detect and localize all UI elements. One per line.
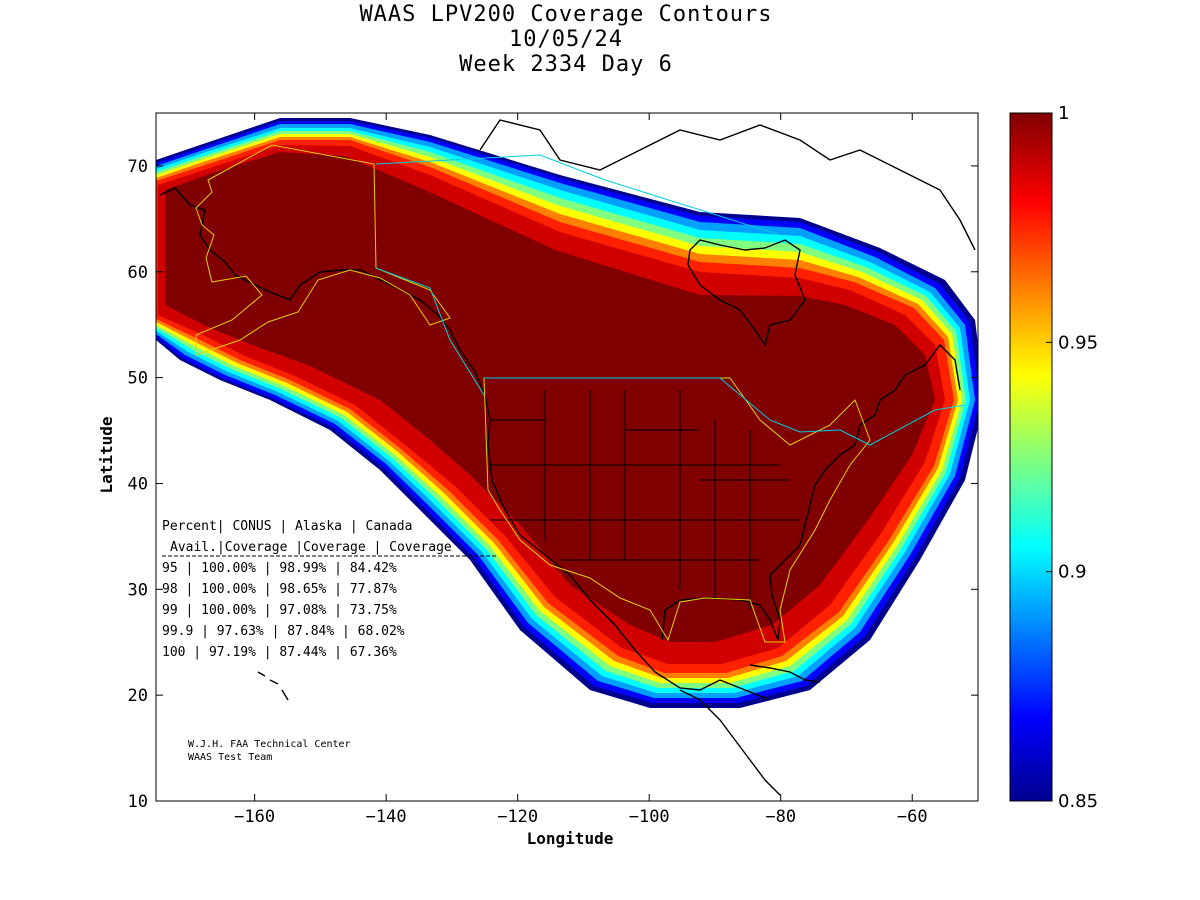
x-tick-label: −140 bbox=[366, 807, 407, 827]
conus-region-outline bbox=[483, 377, 871, 643]
y-tick-label: 60 bbox=[128, 263, 148, 283]
canada-region-outline bbox=[375, 154, 966, 446]
colorbar-tick-label: 1 bbox=[1058, 103, 1069, 124]
table-header-2: Avail.|Coverage |Coverage | Coverage bbox=[170, 540, 452, 555]
central-america bbox=[679, 689, 781, 796]
table-row: 95 | 100.00% | 98.99% | 84.42% bbox=[162, 561, 397, 576]
x-axis-label: Longitude bbox=[527, 829, 614, 848]
chart-title: WAAS LPV200 Coverage Contours bbox=[359, 2, 773, 27]
alaska-coast bbox=[159, 187, 439, 316]
y-tick-label: 20 bbox=[128, 686, 148, 706]
colorbar-tick-label: 0.95 bbox=[1058, 332, 1098, 353]
credit-line-2: WAAS Test Team bbox=[188, 752, 272, 763]
table-row: 98 | 100.00% | 98.65% | 77.87% bbox=[162, 582, 397, 597]
region-outlines bbox=[195, 144, 966, 643]
colorbar bbox=[1009, 112, 1053, 802]
chart-week-day: Week 2334 Day 6 bbox=[459, 52, 673, 77]
x-tick-label: −120 bbox=[497, 807, 538, 827]
x-ticks: −160 −140 −120 −100 −80 −60 bbox=[234, 113, 928, 827]
colorbar-tick-label: 0.9 bbox=[1058, 562, 1087, 583]
hawaii bbox=[257, 671, 289, 701]
table-row: 99.9 | 97.63% | 87.84% | 68.02% bbox=[162, 624, 405, 639]
coverage-table: Percent| CONUS | Alaska | Canada Avail.|… bbox=[162, 519, 496, 660]
y-tick-label: 70 bbox=[128, 157, 148, 177]
table-header-1: Percent| CONUS | Alaska | Canada bbox=[162, 519, 412, 534]
y-ticks: 10 20 30 40 50 60 70 bbox=[128, 157, 978, 812]
alaska-region-outline bbox=[195, 144, 451, 356]
plot-frame bbox=[155, 112, 979, 802]
table-row: 99 | 100.00% | 97.08% | 73.75% bbox=[162, 603, 397, 618]
cuba bbox=[749, 664, 821, 683]
x-tick-label: −100 bbox=[629, 807, 670, 827]
hudson-bay bbox=[687, 239, 806, 347]
y-tick-label: 50 bbox=[128, 369, 148, 389]
y-tick-label: 40 bbox=[128, 474, 148, 494]
x-tick-label: −160 bbox=[234, 807, 275, 827]
colorbar-ticks: 1 0.95 0.9 0.85 bbox=[1046, 103, 1098, 812]
y-axis-label: Latitude bbox=[97, 416, 116, 493]
pacific-coast bbox=[437, 314, 771, 701]
colorbar-tick-label: 0.85 bbox=[1058, 791, 1098, 812]
x-tick-label: −60 bbox=[897, 807, 928, 827]
credit-line-1: W.J.H. FAA Technical Center bbox=[188, 739, 351, 750]
state-borders bbox=[490, 390, 800, 610]
chart-date: 10/05/24 bbox=[509, 27, 623, 52]
table-row: 100 | 97.19% | 87.44% | 67.36% bbox=[162, 645, 397, 660]
x-tick-label: −80 bbox=[765, 807, 796, 827]
y-tick-label: 30 bbox=[128, 580, 148, 600]
y-tick-label: 10 bbox=[128, 792, 148, 812]
arctic-islands bbox=[479, 119, 976, 251]
